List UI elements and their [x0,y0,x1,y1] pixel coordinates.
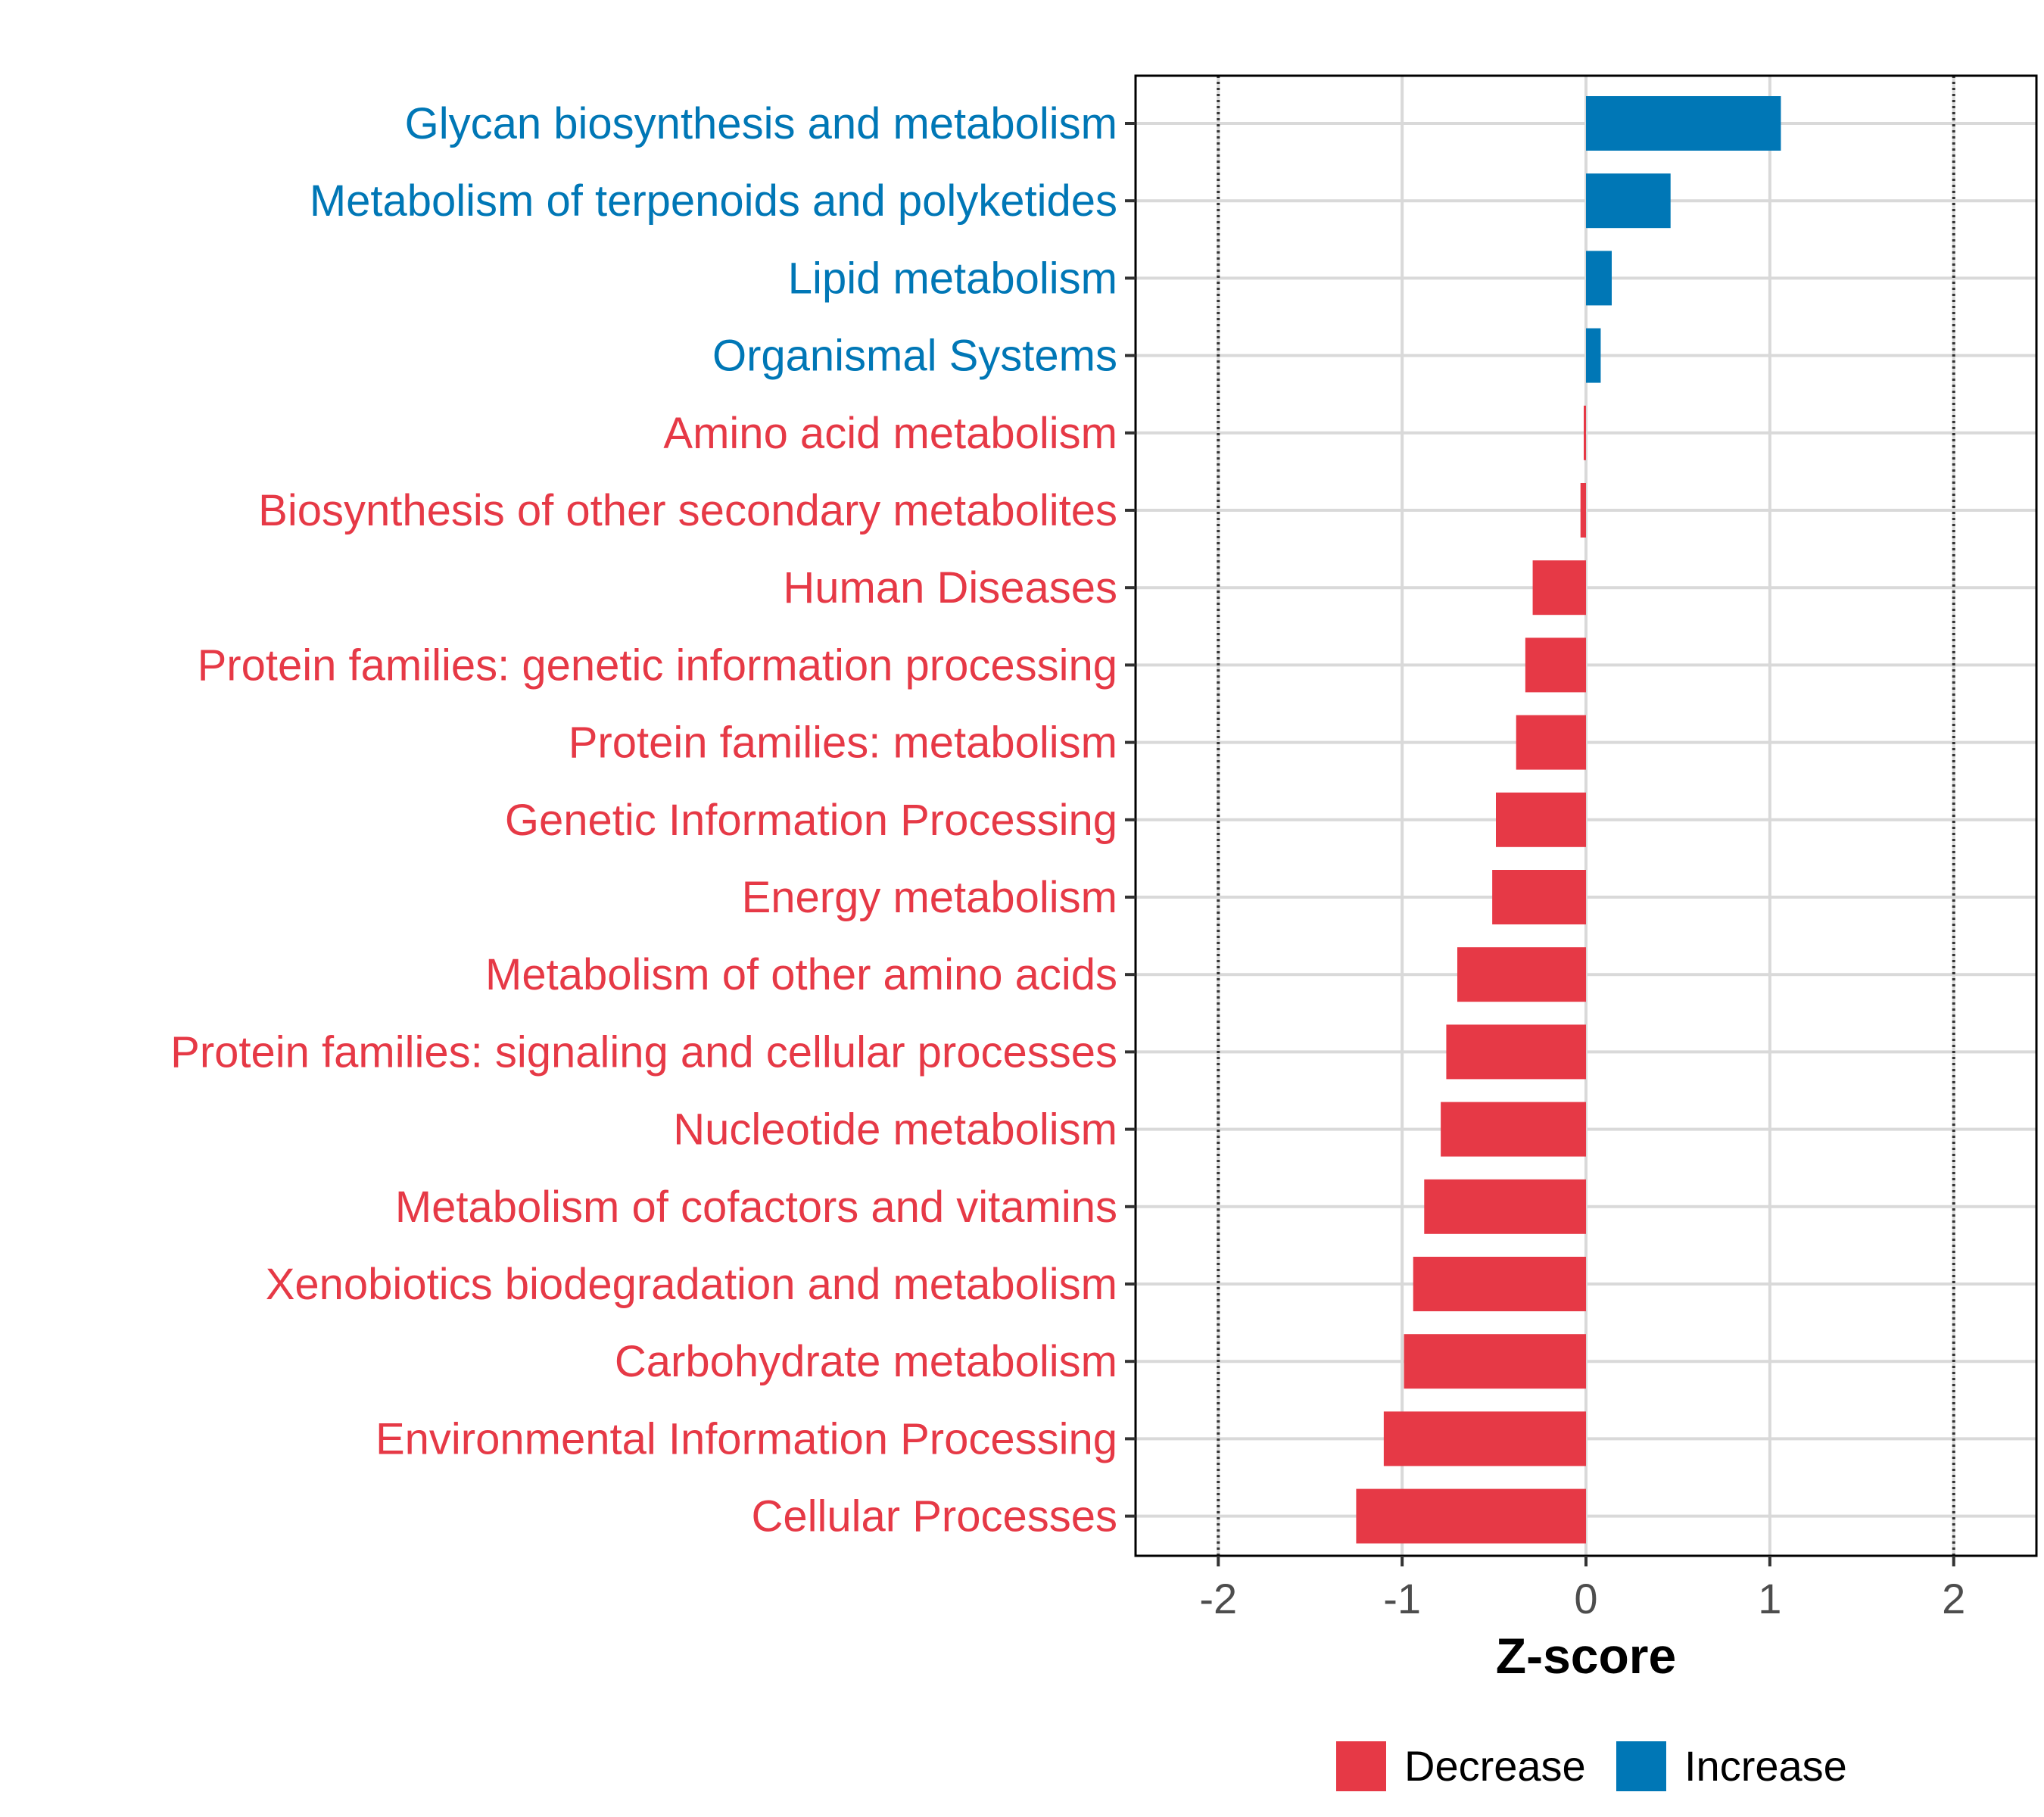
bar [1532,560,1586,616]
category-label: Glycan biosynthesis and metabolism [405,99,1117,148]
category-label: Metabolism of other amino acids [485,950,1117,999]
bars [1356,96,1781,1544]
bar [1356,1488,1586,1544]
bar [1580,483,1586,538]
bar [1586,251,1612,306]
bar [1586,96,1781,151]
category-labels: Glycan biosynthesis and metabolism Metabo… [170,99,1117,1541]
bar [1586,328,1601,383]
legend-key [1616,1741,1666,1791]
legend-key [1336,1741,1386,1791]
x-tick-label: 2 [1942,1575,1965,1622]
x-axis-title: Z-score [1496,1628,1676,1684]
category-label: Carbohydrate metabolism [615,1337,1117,1386]
x-tick-label: -2 [1199,1575,1237,1622]
legend: Decrease Increase [1336,1741,1847,1791]
category-label: Cellular Processes [751,1492,1117,1541]
bar [1525,637,1586,693]
category-label: Protein families: metabolism [569,718,1117,768]
bar [1584,405,1586,460]
bar [1404,1334,1586,1389]
category-label: Lipid metabolism [788,254,1117,303]
category-label: Biosynthesis of other secondary metaboli… [258,486,1117,535]
x-tick-label: -1 [1383,1575,1421,1622]
bar [1446,1024,1586,1080]
bar [1441,1102,1586,1157]
x-axis-ticks: -2 -1 0 1 2 [1199,1556,1965,1622]
bar [1457,947,1586,1002]
y-axis-ticks [1125,122,1136,1518]
x-tick-label: 1 [1758,1575,1781,1622]
bar [1516,715,1586,770]
legend-label: Decrease [1404,1742,1586,1790]
category-label: Environmental Information Processing [375,1414,1117,1463]
category-label: Organismal Systems [712,332,1117,381]
x-tick-label: 0 [1574,1575,1597,1622]
legend-label: Increase [1684,1742,1847,1790]
category-label: Protein families: signaling and cellular… [170,1027,1117,1077]
category-label: Protein families: genetic information pr… [198,640,1117,690]
bar [1492,870,1586,924]
category-label: Genetic Information Processing [505,796,1117,845]
bar [1496,792,1586,847]
category-label: Metabolism of terpenoids and polyketides [310,176,1117,226]
category-label: Human Diseases [783,563,1117,612]
category-label: Energy metabolism [742,873,1117,922]
category-label: Metabolism of cofactors and vitamins [395,1183,1117,1232]
bar [1424,1179,1586,1234]
bar [1383,1411,1586,1466]
category-label: Nucleotide metabolism [673,1105,1117,1155]
category-label: Xenobiotics biodegradation and metabolis… [266,1260,1117,1309]
bar [1586,173,1671,229]
category-label: Amino acid metabolism [663,409,1117,458]
bar [1413,1257,1586,1311]
